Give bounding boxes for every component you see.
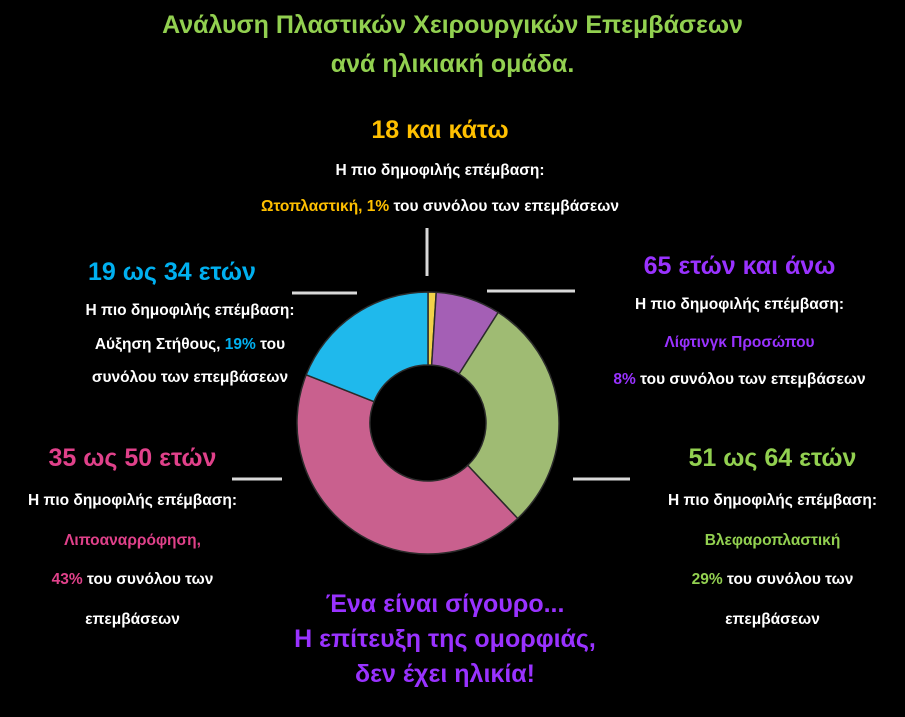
- group-35-to-50: 35 ως 50 ετών Η πιο δημοφιλής επέμβαση: …: [0, 446, 265, 627]
- donut-slice-5: [305, 291, 429, 403]
- procedure-percent: 29%: [691, 571, 723, 588]
- group-51-to-64: 51 ως 64 ετών Η πιο δημοφιλής επέμβαση: …: [640, 446, 905, 627]
- procedure-line: 43% του συνόλου των: [0, 572, 265, 588]
- group-19-to-34: 19 ως 34 ετών Η πιο δημοφιλής επέμβαση: …: [40, 260, 340, 386]
- most-popular-label: Η πιο δημοφιλής επέμβαση:: [85, 302, 295, 319]
- procedure-line: 8% του συνόλου των επεμβάσεων: [592, 372, 887, 388]
- slogan-line-2: Η επίτευξη της ομορφιάς,: [294, 625, 596, 653]
- group-label: 19 ως 34 ετών: [88, 258, 256, 286]
- slogan: Ένα είναι σίγουρο... Η επίτευξη της ομορ…: [200, 592, 690, 697]
- slogan-line-3: δεν έχει ηλικία!: [354, 660, 535, 688]
- procedure-line: 29% του συνόλου των: [640, 572, 905, 588]
- donut-slice-3: [458, 311, 560, 520]
- procedure-rest-line: επεμβάσεων: [85, 610, 180, 628]
- procedure-rest: του συνόλου των επεμβάσεων: [640, 371, 866, 388]
- slogan-line-1: Ένα είναι σίγουρο...: [325, 590, 565, 618]
- procedure-name: Λιποαναρρόφηση,: [64, 531, 201, 549]
- procedure-name: Ωτοπλαστική,: [261, 197, 363, 215]
- procedure-rest-line: συνόλου των επεμβάσεων: [91, 369, 289, 386]
- most-popular-label: Η πιο δημοφιλής επέμβαση:: [634, 296, 845, 313]
- procedure-name: Λίφτινγκ Προσώπου: [664, 333, 815, 351]
- donut-slices: [296, 291, 560, 555]
- group-65-and-over: 65 ετών και άνω Η πιο δημοφιλής επέμβαση…: [592, 254, 887, 388]
- procedure-line: Αύξηση Στήθους, 19% του: [40, 335, 340, 353]
- procedure-line: Ωτοπλαστική, 1% του συνόλου των επεμβάσε…: [0, 197, 880, 215]
- most-popular-label: Η πιο δημοφιλής επέμβαση:: [27, 492, 238, 509]
- procedure-name: Αύξηση Στήθους,: [94, 335, 221, 353]
- procedure-rest: του συνόλου των επεμβάσεων: [393, 197, 619, 215]
- group-18-and-under: 18 και κάτω Η πιο δημοφιλής επέμβαση: Ωτ…: [0, 118, 880, 214]
- procedure-percent: 8%: [613, 371, 636, 388]
- procedure-rest: του συνόλου των: [726, 571, 854, 588]
- leader-lines: [232, 228, 630, 481]
- procedure-rest-line: επεμβάσεων: [725, 610, 820, 628]
- group-label: 51 ως 64 ετών: [688, 444, 857, 472]
- procedure-rest: του: [260, 335, 286, 353]
- most-popular-label: Η πιο δημοφιλής επέμβαση:: [335, 162, 545, 179]
- chart-title-line-2: ανά ηλικιακή ομάδα.: [330, 50, 575, 78]
- procedure-percent: 1%: [366, 197, 390, 215]
- group-label: 35 ως 50 ετών: [48, 444, 217, 472]
- most-popular-label: Η πιο δημοφιλής επέμβαση:: [667, 492, 878, 509]
- group-label: 65 ετών και άνω: [643, 252, 836, 280]
- donut-slice-4: [296, 373, 519, 555]
- procedure-percent: 19%: [224, 335, 256, 353]
- group-label: 18 και κάτω: [371, 116, 509, 144]
- procedure-percent: 43%: [51, 571, 83, 588]
- procedure-rest: του συνόλου των: [86, 571, 214, 588]
- chart-title-line-1: Ανάλυση Πλαστικών Χειρουργικών Επεμβάσεω…: [162, 11, 743, 39]
- procedure-name: Βλεφαροπλαστική: [704, 531, 841, 549]
